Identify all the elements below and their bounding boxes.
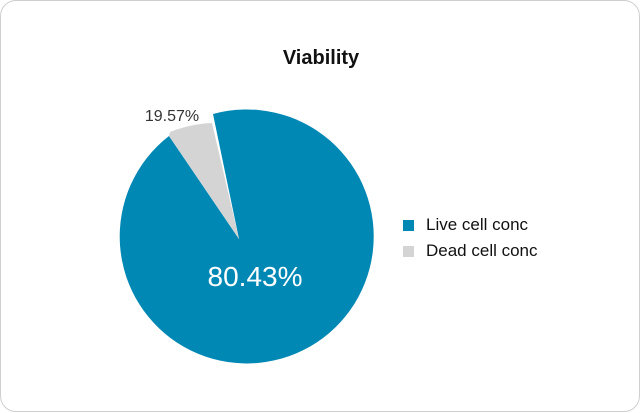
legend-item-live[interactable]: Live cell conc <box>403 212 538 238</box>
pie-slice-dead[interactable] <box>169 123 239 239</box>
pie-label-dead: 19.57% <box>145 108 199 125</box>
pie-label-live: 80.43% <box>208 261 303 292</box>
legend-swatch-live <box>403 219 414 231</box>
legend: Live cell conc Dead cell conc <box>403 212 538 264</box>
legend-label: Live cell conc <box>426 215 529 234</box>
legend-swatch-dead <box>403 245 414 257</box>
pie-slice-live[interactable] <box>119 109 374 364</box>
legend-item-dead[interactable]: Dead cell conc <box>403 238 538 264</box>
chart-title: Viability <box>282 47 360 69</box>
legend-label: Dead cell conc <box>426 241 538 260</box>
